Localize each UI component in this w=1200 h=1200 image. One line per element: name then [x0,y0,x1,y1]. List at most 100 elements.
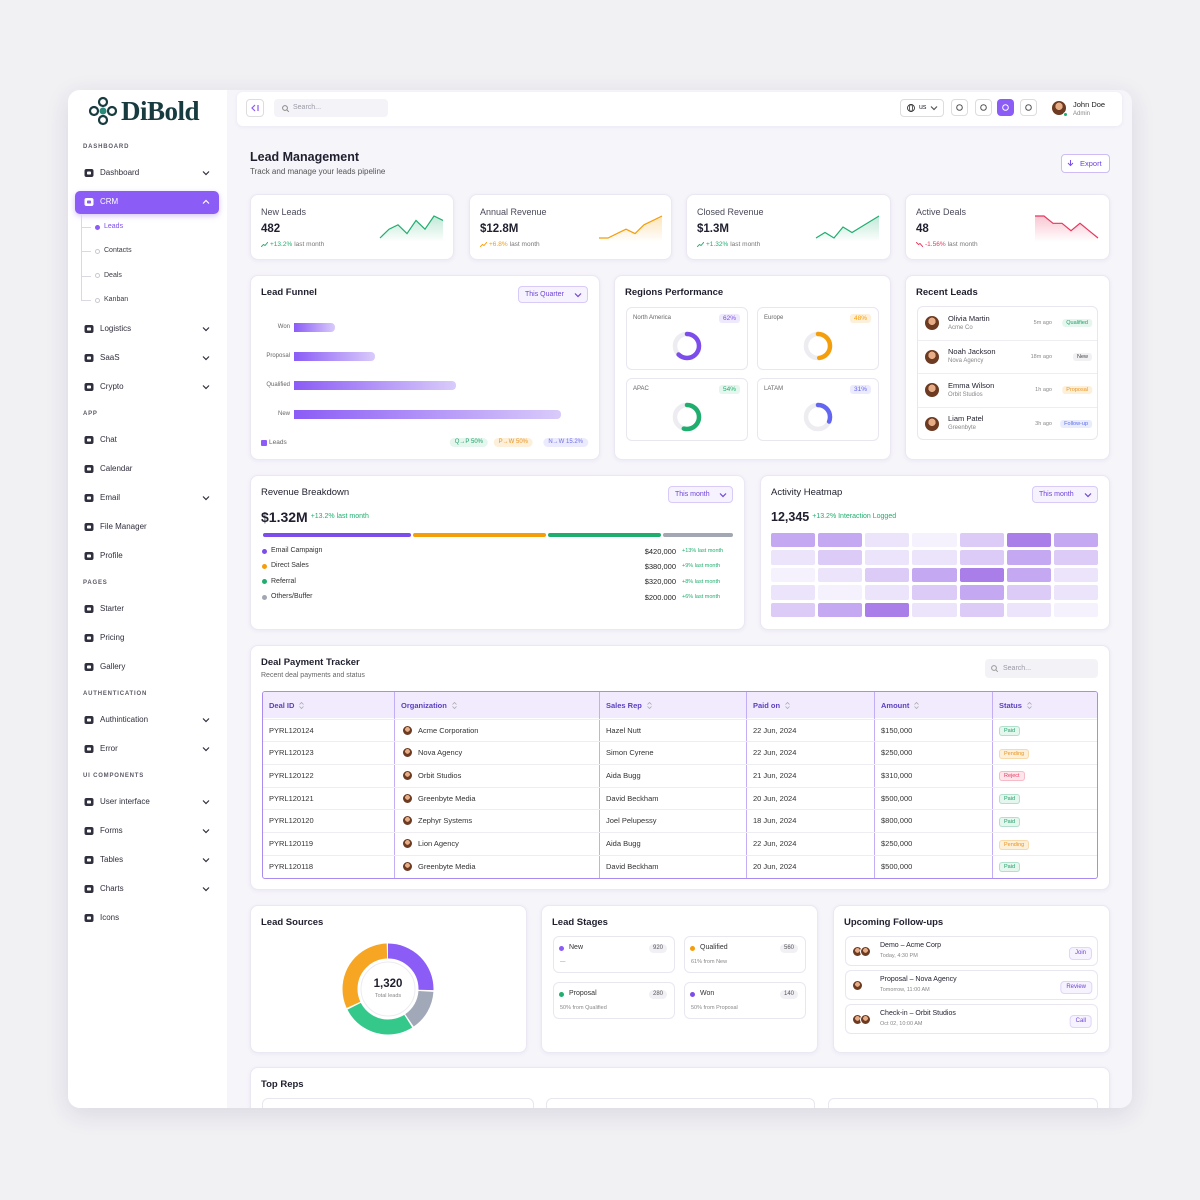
revenue-name: Email Campaign [271,547,323,554]
lead-tag: Proposal [1062,386,1092,394]
avatar [401,792,413,804]
chevron [202,887,210,892]
nav-item[interactable]: Authintication [100,715,149,725]
export-button[interactable] [1061,154,1110,173]
nav-active-bg[interactable] [75,190,219,214]
column-divider [992,692,993,878]
icon-button[interactable] [1020,99,1037,116]
nav-item[interactable]: Profile [100,551,123,561]
icon-button[interactable] [975,99,992,116]
nav-icon-inner [87,554,91,558]
stat-change-value: +6.8% [489,240,508,248]
nav-icon-inner [87,718,91,722]
donut-arc [672,331,702,361]
search-box[interactable] [274,99,388,117]
nav-icon [84,663,94,672]
donut-segment [342,943,434,1035]
nav-item[interactable]: Pricing [100,633,125,643]
logo-icon [88,96,118,126]
status-badge: Pending [999,748,1030,759]
sort-up [452,701,457,705]
heatmap-cell [1006,585,1051,600]
nav-item[interactable]: CRM [100,197,119,206]
nav-item[interactable]: Icons [100,913,120,923]
filter-button-label[interactable]: This month [675,490,710,498]
icon-button[interactable] [951,99,968,116]
nav-child[interactable]: Kanban [104,296,129,304]
nav-child-dot [94,297,100,303]
chevron [202,747,210,752]
nav-child[interactable]: Contacts [104,247,132,255]
filter-button[interactable] [668,486,733,503]
nav-item[interactable]: Forms [100,826,123,836]
logo-ring [97,96,109,108]
user-name: John Doe [1073,99,1106,109]
revenue-segment [662,533,733,537]
lead-tag: New [1072,352,1092,361]
followup-action[interactable]: Call [1069,1014,1092,1028]
nav-item[interactable]: Starter [100,604,125,614]
sparkline-line [1035,215,1099,239]
stage-note: 50% from Qualified [560,1005,607,1011]
sort-down [647,705,652,709]
nav-item[interactable]: SaaS [100,353,120,363]
nav-icon [84,605,94,614]
column-divider [394,692,395,878]
revenue-value: $320,000 [644,577,676,587]
sparkline [815,215,880,242]
nav-item[interactable]: Tables [100,855,124,865]
stat-change: +13.2% last month [261,240,324,249]
revenue-item-change: +8% last month [682,578,721,585]
nav-item[interactable]: Calendar [100,464,133,474]
heatmap-cell [818,567,863,583]
nav-icon [84,552,94,561]
sort-down [1027,705,1032,709]
heatmap-cell [912,567,957,583]
nav-child[interactable]: Deals [104,271,122,279]
export-label[interactable]: Export [1080,159,1102,168]
table-search[interactable] [985,659,1098,678]
nav-item[interactable]: Chat [100,435,117,445]
avatar [401,747,413,759]
table-cell: PYRL120121 [269,793,314,803]
nav-icon [84,827,94,836]
table-cell: Greenbyte Media [418,793,476,803]
nav-icon-inner [87,665,91,669]
nav-icon [84,523,94,532]
stage-card [684,936,806,973]
followup-time: Tomorrow, 11:00 AM [880,987,930,993]
filter-button-label[interactable]: This month [1039,490,1074,498]
nav-item[interactable]: Charts [100,884,124,894]
card-title: Lead Stages [552,917,608,928]
chevron-line [1084,492,1092,497]
nav-item[interactable]: File Manager [100,522,147,532]
nav-item[interactable]: Crypto [100,382,124,392]
nav-item[interactable]: Dashboard [100,168,140,177]
filter-button-label[interactable]: This Quarter [525,290,564,298]
revenue-item-change: +6% last month [682,594,721,600]
icon-button[interactable] [997,99,1014,116]
nav-item[interactable]: Logistics [100,324,132,334]
icon-glyph [956,104,963,111]
nav-icon-inner [87,607,91,611]
nav-item[interactable]: Error [100,744,118,754]
nav-item[interactable]: User interface [100,797,150,807]
collapse-button[interactable] [246,99,264,117]
chevron-line [202,800,210,805]
nav-icon [84,798,94,807]
nav-icon-inner [87,327,91,331]
nav-item[interactable]: Email [100,493,121,503]
language-button[interactable] [900,99,944,117]
followup-action[interactable]: Join [1068,946,1092,960]
nav-child-dot [94,248,100,254]
heatmap-cell [959,533,1004,548]
donut-arc [803,331,833,361]
language[interactable]: us [919,104,927,111]
followup-action[interactable]: Review [1060,980,1092,994]
filter-button[interactable] [1032,486,1098,503]
funnel-label: Qualified [266,381,290,388]
nav-child[interactable]: Leads [104,223,124,230]
filter-button[interactable] [518,286,588,303]
stat-card [686,194,891,260]
nav-item[interactable]: Gallery [100,662,126,672]
